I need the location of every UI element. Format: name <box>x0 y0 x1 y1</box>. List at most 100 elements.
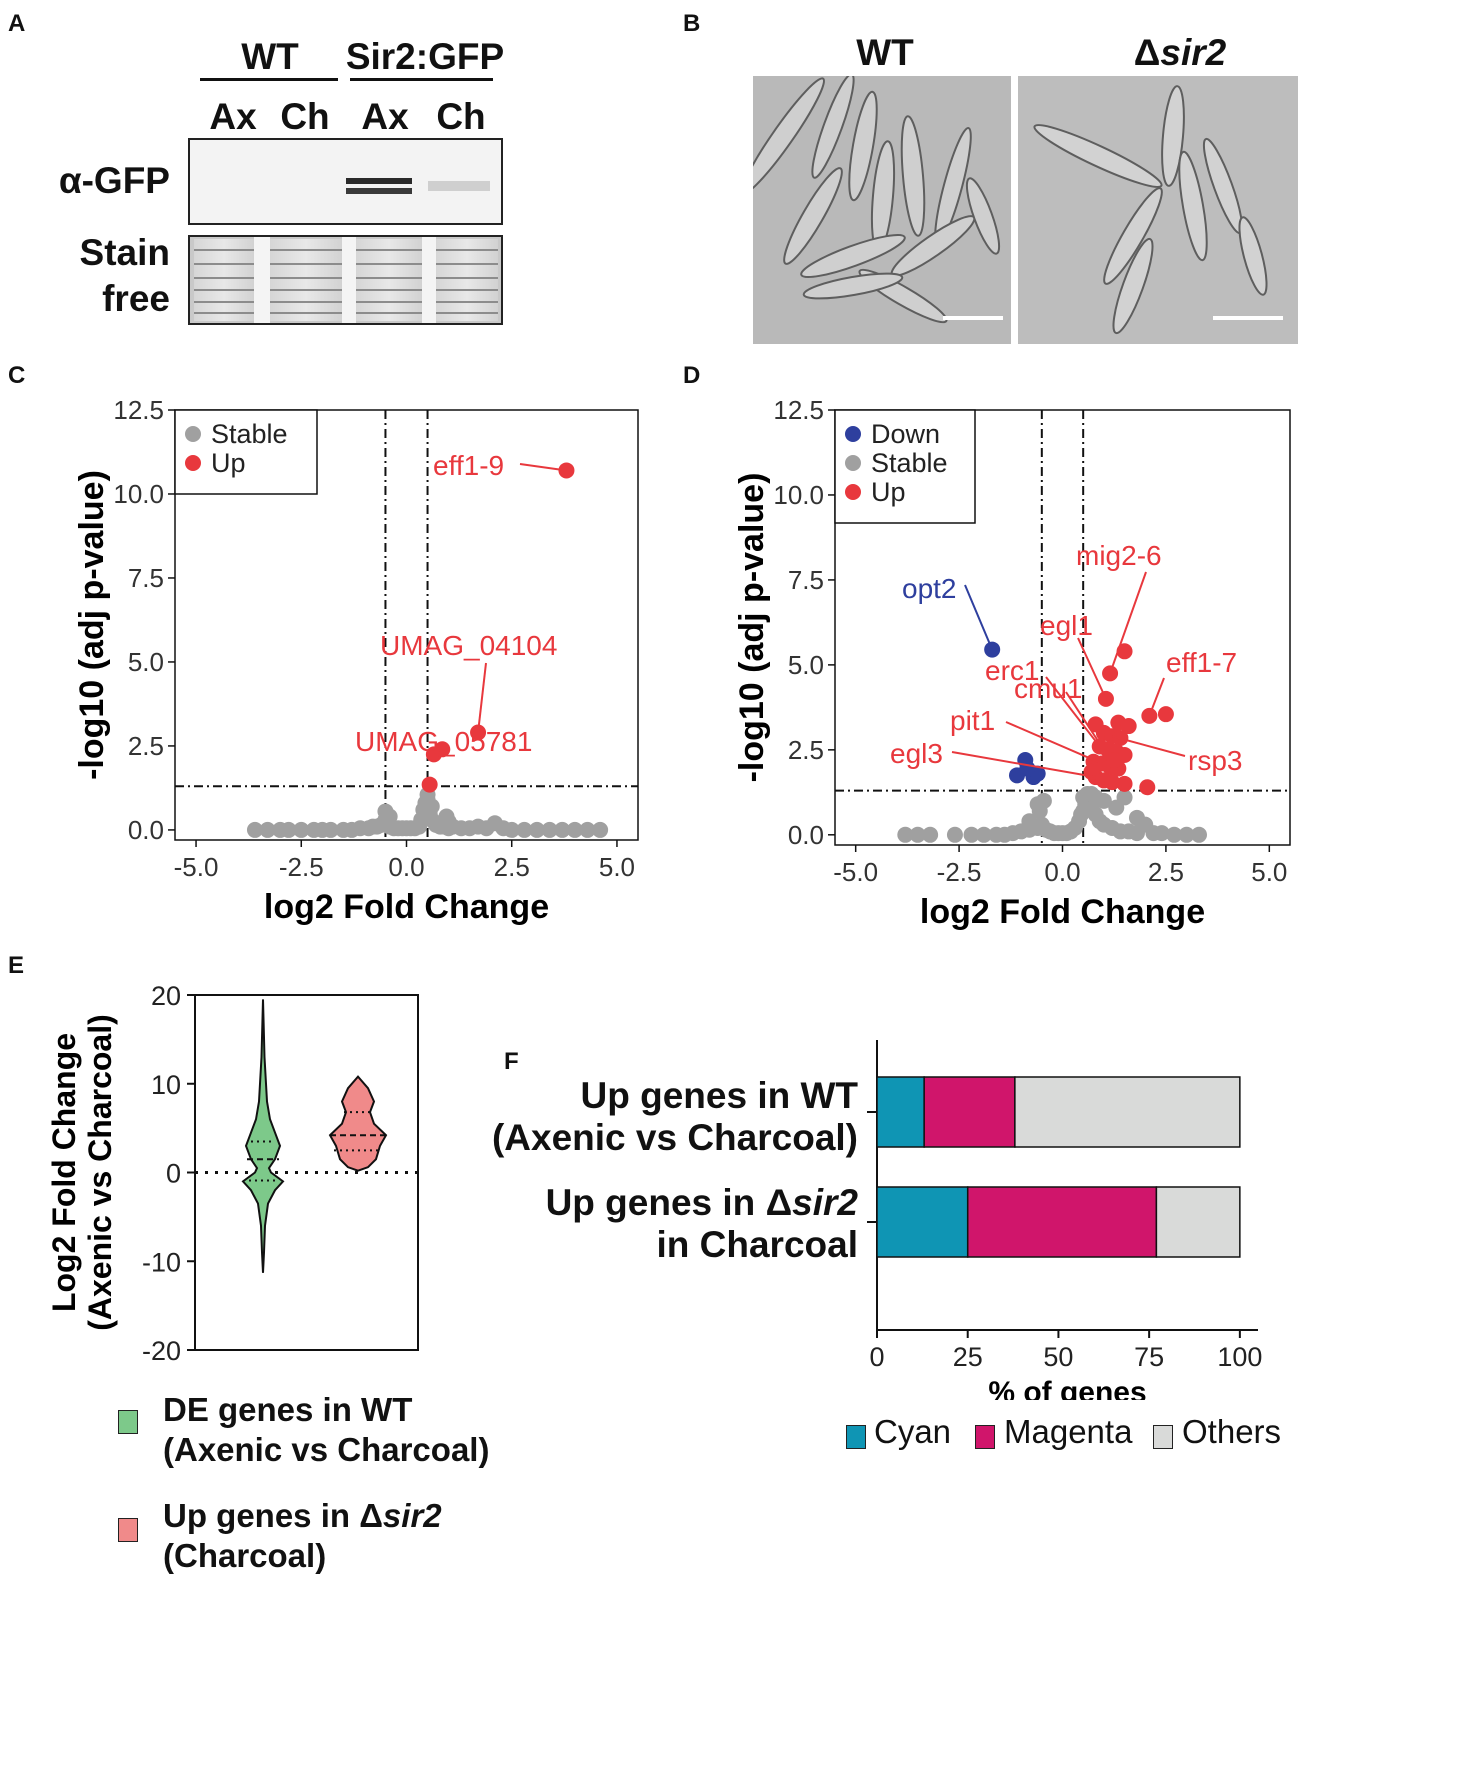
point-up <box>1116 643 1133 660</box>
point-stable <box>592 821 609 838</box>
bar-magenta-2 <box>966 1186 1158 1258</box>
microscopy-panel: WT Δsir2 <box>740 20 1460 350</box>
western-blot-panel: WT Sir2:GFP Ax Ch Ax Ch α-GFP Stain free <box>0 0 520 340</box>
y-tick-label: -20 <box>142 1336 181 1366</box>
x-tick-label: -5.0 <box>833 857 878 887</box>
point-stable <box>909 826 926 843</box>
y-tick-label: -10 <box>142 1247 181 1277</box>
point-stable <box>963 826 980 843</box>
legend-swatch-cyan <box>846 1425 866 1449</box>
wt-cells <box>753 76 1001 324</box>
point-stable <box>922 826 939 843</box>
x-tick-label: -5.0 <box>174 852 219 882</box>
x-axis-label: log2 Fold Change <box>920 893 1205 931</box>
point-up <box>1102 665 1119 682</box>
x-axis-label: log2 Fold Change <box>264 888 549 926</box>
point-stable <box>541 821 558 838</box>
x-tick-label: 50 <box>1043 1342 1073 1372</box>
annotation-leader <box>1045 676 1101 748</box>
blot-group-wt-line <box>200 78 338 81</box>
annotation-label: UMAG_05781 <box>355 726 532 757</box>
x-tick-label: 2.5 <box>1148 857 1184 887</box>
legend-label: Up <box>211 448 246 478</box>
y-tick-label: 20 <box>151 981 181 1011</box>
y-tick-label: 2.5 <box>128 731 164 761</box>
bar-others-2 <box>1155 1186 1241 1258</box>
blot-row-label-stain: Stain free <box>79 232 170 319</box>
x-tick-label: -2.5 <box>937 857 982 887</box>
y-tick-label: 7.5 <box>128 563 164 593</box>
annotation-leader <box>1148 677 1165 717</box>
annotation-label: egl1 <box>1040 610 1093 641</box>
point-stable <box>322 821 339 838</box>
point-up <box>1083 763 1100 780</box>
blot-images <box>188 138 503 325</box>
point-up <box>1097 690 1114 707</box>
annotation-label: cmu1 <box>1014 673 1082 704</box>
point-up <box>1116 775 1133 792</box>
x-tick-label: 0.0 <box>388 852 424 882</box>
x-axis-label: % of genes <box>988 1376 1146 1400</box>
legend-label: Down <box>871 419 940 449</box>
point-stable <box>503 821 520 838</box>
violin-sir2 <box>328 1075 388 1172</box>
legend-marker <box>845 484 861 500</box>
micro-label-wt: WT <box>856 32 914 73</box>
scale-bar-wt <box>943 316 1003 320</box>
point-stable <box>381 808 398 825</box>
bar-category-1: Up genes in WT (Axenic vs Charcoal) <box>491 1075 858 1158</box>
blot-gfp-band-upper <box>346 178 412 184</box>
legend-marker <box>845 426 861 442</box>
annotation-leader <box>477 662 487 733</box>
volcano-plot-d: -5.0 -2.5 0.0 2.5 5.0 0.0 2.5 5.0 7.5 10.0 12.5 log… <box>733 395 1291 931</box>
point-stable <box>1178 826 1195 843</box>
point-stable <box>516 821 533 838</box>
annotation-label: UMAG_04104 <box>380 630 557 661</box>
point-up <box>1106 752 1123 769</box>
panel-label-e: E <box>8 952 25 979</box>
annotation-leader <box>951 751 1096 779</box>
panel-label-b: B <box>683 10 701 37</box>
point-up <box>1120 718 1137 735</box>
y-tick-label: 2.5 <box>788 735 824 765</box>
y-tick-label: 10 <box>151 1070 181 1100</box>
annotation-leader <box>1111 735 1186 757</box>
annotation-leader <box>1109 571 1147 674</box>
annotation-leader <box>964 584 994 650</box>
bar-magenta-1 <box>923 1076 1016 1148</box>
annotation-label: mig2-6 <box>1076 540 1162 571</box>
x-tick-label: 2.5 <box>494 852 530 882</box>
annotation-leader <box>519 463 567 472</box>
legend-label-wt: DE genes in WT (Axenic vs Charcoal) <box>163 1391 490 1468</box>
panel-label-d: D <box>683 362 701 389</box>
blot-row-label-gfp: α-GFP <box>58 160 170 201</box>
point-stable <box>566 821 583 838</box>
volcano-plot-c: -5.0 -2.5 0.0 2.5 5.0 0.0 2.5 5.0 7.5 10.0 12.5 log… <box>73 395 639 926</box>
point-stable <box>280 821 297 838</box>
point-down <box>1019 760 1036 777</box>
x-tick-label: 75 <box>1134 1342 1164 1372</box>
point-up <box>421 776 438 793</box>
annotation-label: pit1 <box>950 705 995 736</box>
micro-label-mutant: Δsir2 <box>1133 32 1227 73</box>
legend-label: Stable <box>211 419 288 449</box>
point-stable <box>293 821 310 838</box>
annotation-leader <box>1077 637 1107 700</box>
point-stable <box>897 826 914 843</box>
legend-label-cyan: Cyan <box>874 1413 952 1450</box>
sir2-cells <box>1033 85 1268 335</box>
point-stable <box>554 821 571 838</box>
y-tick-label: 12.5 <box>773 395 824 425</box>
blot-group-sir2-line <box>350 78 493 81</box>
x-tick-label: -2.5 <box>279 852 324 882</box>
legend-marker <box>845 455 861 471</box>
y-tick-label: 12.5 <box>113 395 164 425</box>
blot-lane-3: Ax <box>361 96 409 137</box>
annotation-label: eff1-7 <box>1166 647 1237 678</box>
bar-cyan-2 <box>876 1186 969 1258</box>
legend-label-others: Others <box>1182 1413 1282 1450</box>
y-tick-label: 0 <box>166 1159 181 1189</box>
point-up <box>1139 779 1156 796</box>
bar-category-2: Up genes in Δsir2 in Charcoal <box>545 1182 858 1265</box>
point-stable <box>1128 809 1145 826</box>
